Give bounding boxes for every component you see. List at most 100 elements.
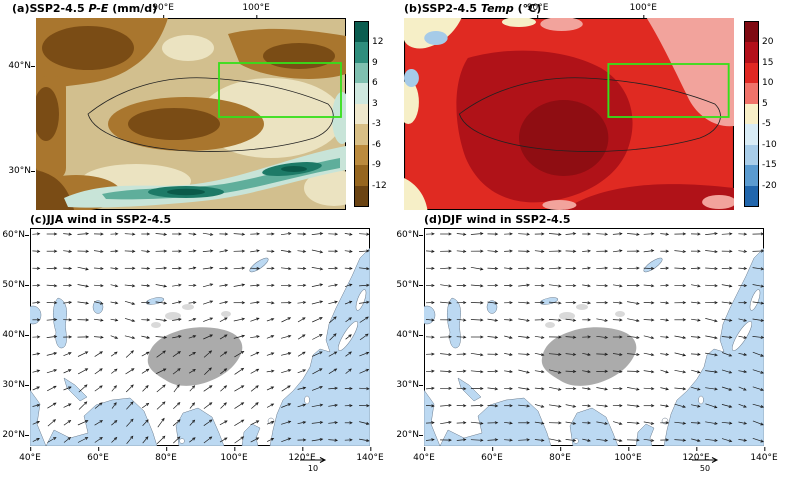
panel-a-left-axis: 40°N 30°N bbox=[6, 18, 35, 210]
axis-tick-label: 30°N bbox=[2, 379, 29, 390]
japan-islands bbox=[337, 321, 359, 351]
axis-tick-label: 80°E bbox=[155, 447, 177, 463]
panel-a-title: (a)SSP2-4.5 P-E (mm/d) bbox=[12, 2, 157, 15]
taiwan-island bbox=[698, 395, 704, 405]
axis-tick-label: 140°E bbox=[356, 447, 384, 463]
axis-tick-label: 40°N bbox=[2, 329, 29, 340]
axis-tick-label: 40°E bbox=[19, 447, 41, 463]
temp-pink-regions bbox=[540, 18, 734, 210]
panel-a-map-svg bbox=[36, 18, 346, 210]
axis-tick-label: 100°E bbox=[220, 447, 248, 463]
panel-b-title-variable: Temp bbox=[480, 2, 514, 15]
axis-tick-label: 90°E bbox=[526, 3, 549, 19]
panel-d-map bbox=[424, 228, 764, 446]
plateau-boundary-line bbox=[458, 77, 721, 152]
colorbar-tick-label: 20 bbox=[762, 37, 774, 48]
colorbar-tick-label: 15 bbox=[762, 57, 774, 68]
panel-c-reference-vector: 10 bbox=[296, 456, 330, 473]
axis-tick-label: 100°E bbox=[242, 3, 270, 19]
colorbar-segment bbox=[355, 165, 368, 186]
temp-cold-spots bbox=[404, 31, 448, 87]
axis-tick-label: 100°E bbox=[629, 3, 657, 19]
colorbar-tick-label: -6 bbox=[372, 139, 381, 150]
colorbar-tick-label: -9 bbox=[372, 160, 381, 171]
panel-c-highlands bbox=[147, 304, 243, 386]
colorbar-tick-label: 3 bbox=[372, 98, 378, 109]
gulf-of-thailand bbox=[241, 423, 261, 446]
panel-c-wind-vectors bbox=[32, 232, 370, 445]
panel-a-title-variable: P-E bbox=[88, 2, 109, 15]
panel-c-map-svg bbox=[30, 228, 370, 446]
axis-tick-label: 40°N bbox=[396, 329, 423, 340]
axis-tick-label: 60°N bbox=[2, 229, 29, 240]
panel-d-reference-label: 50 bbox=[699, 464, 711, 473]
axis-tick-label: 30°N bbox=[396, 379, 423, 390]
axis-tick-label: 60°E bbox=[87, 447, 109, 463]
aral-sea bbox=[92, 300, 104, 314]
colorbar-segment bbox=[355, 144, 368, 166]
panel-a-title-units: (mm/d) bbox=[108, 2, 158, 15]
colorbar-segment bbox=[355, 83, 368, 104]
panel-b-top-axis: 90°E 100°E bbox=[404, 3, 734, 19]
panel-a-title-prefix: (a)SSP2-4.5 bbox=[12, 2, 89, 15]
axis-tick-label: 80°E bbox=[549, 447, 571, 463]
colorbar-segment bbox=[745, 62, 758, 84]
axis-tick-label: 120°E bbox=[682, 447, 710, 463]
colorbar-segment bbox=[745, 165, 758, 186]
caspian-sea bbox=[447, 297, 461, 349]
colorbar-tick-label: -20 bbox=[762, 180, 777, 191]
japan-islands bbox=[731, 321, 753, 351]
persian-gulf bbox=[63, 377, 88, 402]
panel-a-top-axis: 90°E 100°E bbox=[36, 3, 346, 19]
panel-b-map bbox=[404, 18, 734, 210]
aral-sea bbox=[486, 300, 498, 314]
colorbar-segment bbox=[745, 144, 758, 166]
panel-d-map-svg bbox=[424, 228, 764, 446]
persian-gulf bbox=[457, 377, 482, 402]
pacific-ocean bbox=[269, 247, 370, 446]
panel-a-highlight-box bbox=[218, 62, 342, 118]
colorbar-tick-label: 9 bbox=[372, 57, 378, 68]
panel-c-map bbox=[30, 228, 370, 446]
reference-arrow-icon bbox=[300, 457, 327, 463]
axis-tick-label: 20°N bbox=[2, 430, 29, 441]
japan-north-island bbox=[749, 289, 761, 311]
tibetan-plateau bbox=[147, 327, 243, 386]
reference-arrow-icon bbox=[692, 457, 719, 463]
colorbar-tick-label: 5 bbox=[762, 98, 768, 109]
colorbar-segment bbox=[745, 22, 758, 43]
colorbar-tick-label: 10 bbox=[762, 78, 774, 89]
axis-tick-label: 90°E bbox=[152, 3, 174, 19]
panel-a-map bbox=[36, 18, 346, 210]
colorbar-segment bbox=[745, 42, 758, 63]
axis-tick-label: 140°E bbox=[750, 447, 778, 463]
pacific-ocean bbox=[663, 247, 764, 446]
axis-tick-label: 40°E bbox=[413, 447, 435, 463]
taiwan-island bbox=[304, 395, 310, 405]
axis-tick-label: 50°N bbox=[2, 279, 29, 290]
colorbar-tick-label: -10 bbox=[762, 139, 777, 150]
red-sea bbox=[30, 389, 47, 446]
tibetan-plateau bbox=[541, 327, 637, 386]
panel-d-reference-vector: 50 bbox=[688, 456, 722, 473]
panel-d-title: (d)DJF wind in SSP2-4.5 bbox=[424, 213, 571, 226]
panel-d-wind-vectors bbox=[425, 232, 764, 443]
colorbar-tick-label: -12 bbox=[372, 180, 387, 191]
bay-of-bengal bbox=[569, 407, 619, 446]
colorbar-segment bbox=[355, 185, 368, 206]
colorbar-tick-label: -3 bbox=[372, 119, 381, 130]
colorbar-segment bbox=[355, 62, 368, 84]
axis-tick-label: 40°N bbox=[8, 61, 35, 71]
colorbar-segment bbox=[355, 103, 368, 125]
axis-tick-label: 60°N bbox=[396, 229, 423, 240]
axis-tick-label: 100°E bbox=[614, 447, 642, 463]
colorbar-tick-label: -5 bbox=[762, 119, 771, 130]
panel-d-ocean-and-lakes bbox=[424, 247, 764, 446]
colorbar-tick-label: 6 bbox=[372, 78, 378, 89]
panel-b-title: (b)SSP2-4.5 Temp (°C) bbox=[404, 2, 541, 15]
colorbar-segment bbox=[745, 124, 758, 145]
temp-warm-core bbox=[456, 50, 734, 210]
axis-tick-label: 120°E bbox=[288, 447, 316, 463]
colorbar-segment bbox=[745, 83, 758, 104]
